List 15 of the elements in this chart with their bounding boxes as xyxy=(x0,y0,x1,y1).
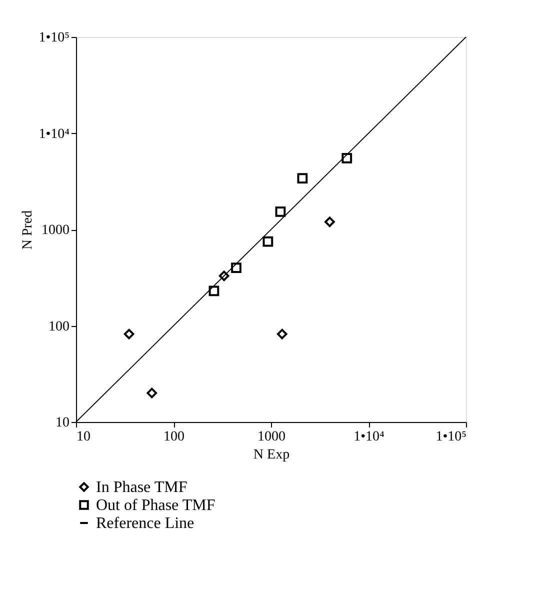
y-tick-label: 10 xyxy=(56,416,70,430)
y-axis-title: N Pred xyxy=(20,210,36,250)
legend-label: In Phase TMF xyxy=(96,479,188,496)
x-tick-label: 1•10⁵ xyxy=(436,430,467,444)
x-axis-title: N Exp xyxy=(253,448,290,462)
x-tick-label: 100 xyxy=(164,430,184,444)
y-tick-label: 100 xyxy=(48,319,70,334)
legend-label: Reference Line xyxy=(96,515,194,532)
x-tick-label: 10 xyxy=(76,430,90,444)
x-tick-label: 1•10⁴ xyxy=(354,430,385,444)
x-tick-label: 1000 xyxy=(258,430,286,444)
y-tick-label: 1•10⁴ xyxy=(38,126,70,142)
legend-label: Out of Phase TMF xyxy=(96,497,216,514)
y-tick-label: 1•10⁵ xyxy=(38,30,70,46)
y-tick-label: 1000 xyxy=(42,223,70,238)
